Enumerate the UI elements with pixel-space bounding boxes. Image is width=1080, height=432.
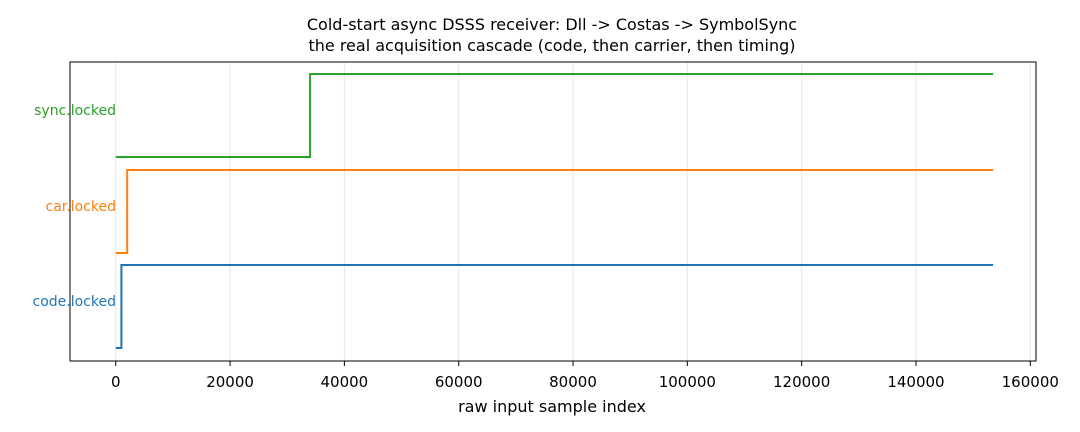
series-line-car-locked	[115, 169, 994, 254]
x-tick-label: 160000	[1002, 373, 1059, 391]
x-tick-label: 0	[111, 373, 121, 391]
series-line-sync-locked	[115, 73, 994, 158]
x-tick-label: 100000	[659, 373, 716, 391]
series-label: car.locked	[46, 199, 116, 215]
series-label: code.locked	[33, 294, 116, 310]
chart-title: Cold-start async DSSS receiver: Dll -> C…	[307, 15, 797, 34]
x-tick-label: 140000	[887, 373, 944, 391]
x-tick-label: 120000	[773, 373, 830, 391]
chart-subtitle: the real acquisition cascade (code, then…	[308, 36, 795, 55]
grid	[115, 62, 1031, 361]
plot-area-frame	[69, 61, 1037, 362]
x-tick-label: 80000	[549, 373, 597, 391]
x-tick-label: 60000	[435, 373, 483, 391]
x-tick-label: 40000	[321, 373, 369, 391]
series-lines	[115, 73, 994, 349]
series-label: sync.locked	[34, 103, 116, 119]
series-labels: code.locked car.locked sync.locked	[33, 103, 116, 310]
series-line-code-locked	[115, 264, 994, 349]
x-axis-ticks: 0 20000 40000 60000 80000 100000 120000 140000 1…	[111, 361, 1059, 391]
x-tick-label: 20000	[206, 373, 254, 391]
x-axis-label: raw input sample index	[458, 397, 646, 416]
